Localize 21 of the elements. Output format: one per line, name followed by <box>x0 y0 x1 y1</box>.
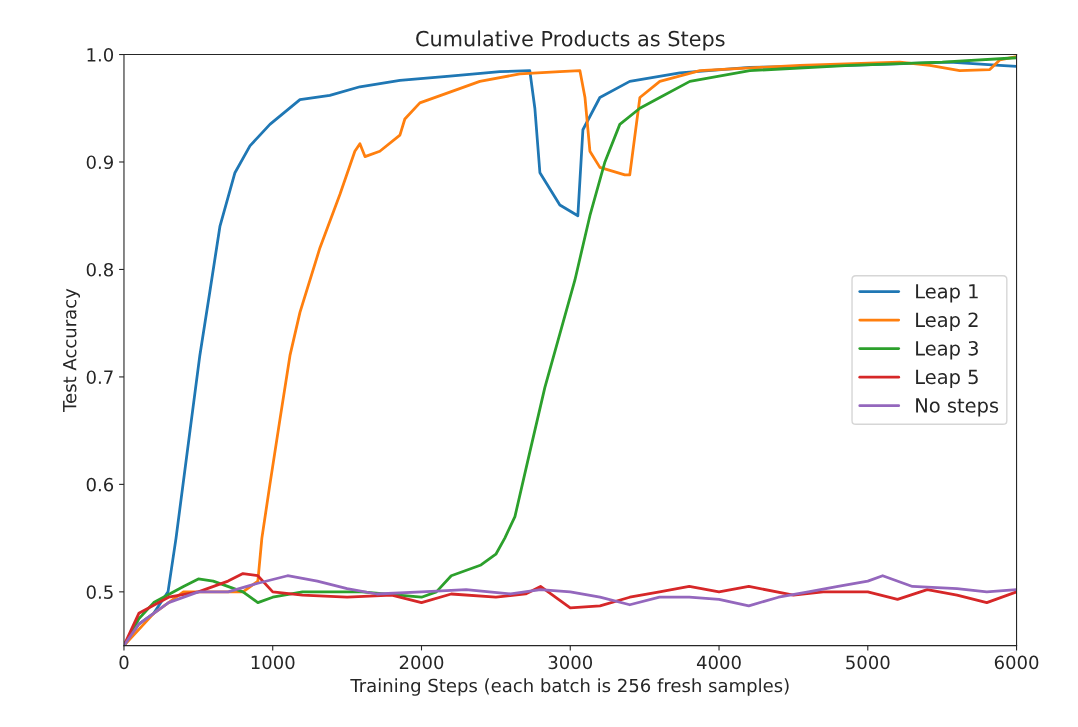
x-tick-label: 5000 <box>846 655 890 670</box>
x-tick-label: 0 <box>119 655 129 670</box>
x-tick-label: 6000 <box>994 655 1039 670</box>
y-tick-label: 0.9 <box>86 155 113 170</box>
legend-label: Leap 2 <box>916 312 978 331</box>
x-tick-label: 4000 <box>696 655 741 670</box>
y-tick-label: 0.5 <box>86 585 113 599</box>
x-tick-label: 1000 <box>251 655 295 670</box>
legend-label: Leap 3 <box>916 340 978 360</box>
legend-label: No steps <box>916 398 999 417</box>
legend-label: Leap 1 <box>916 284 978 303</box>
y-tick-label: 0.7 <box>86 370 113 385</box>
x-tick-label: 3000 <box>548 655 593 670</box>
x-tick-label: 2000 <box>399 655 444 670</box>
chart-title: Cumulative Products as Steps <box>416 30 725 51</box>
y-tick-label: 1.0 <box>87 47 114 62</box>
y-tick-label: 0.8 <box>86 262 114 277</box>
y-axis-title: Test Accuracy <box>63 288 80 412</box>
y-tick-label: 0.6 <box>86 477 114 492</box>
x-axis-title: Training Steps (each batch is 256 fresh samples) <box>350 678 789 696</box>
legend-label: Leap 5 <box>916 369 978 388</box>
